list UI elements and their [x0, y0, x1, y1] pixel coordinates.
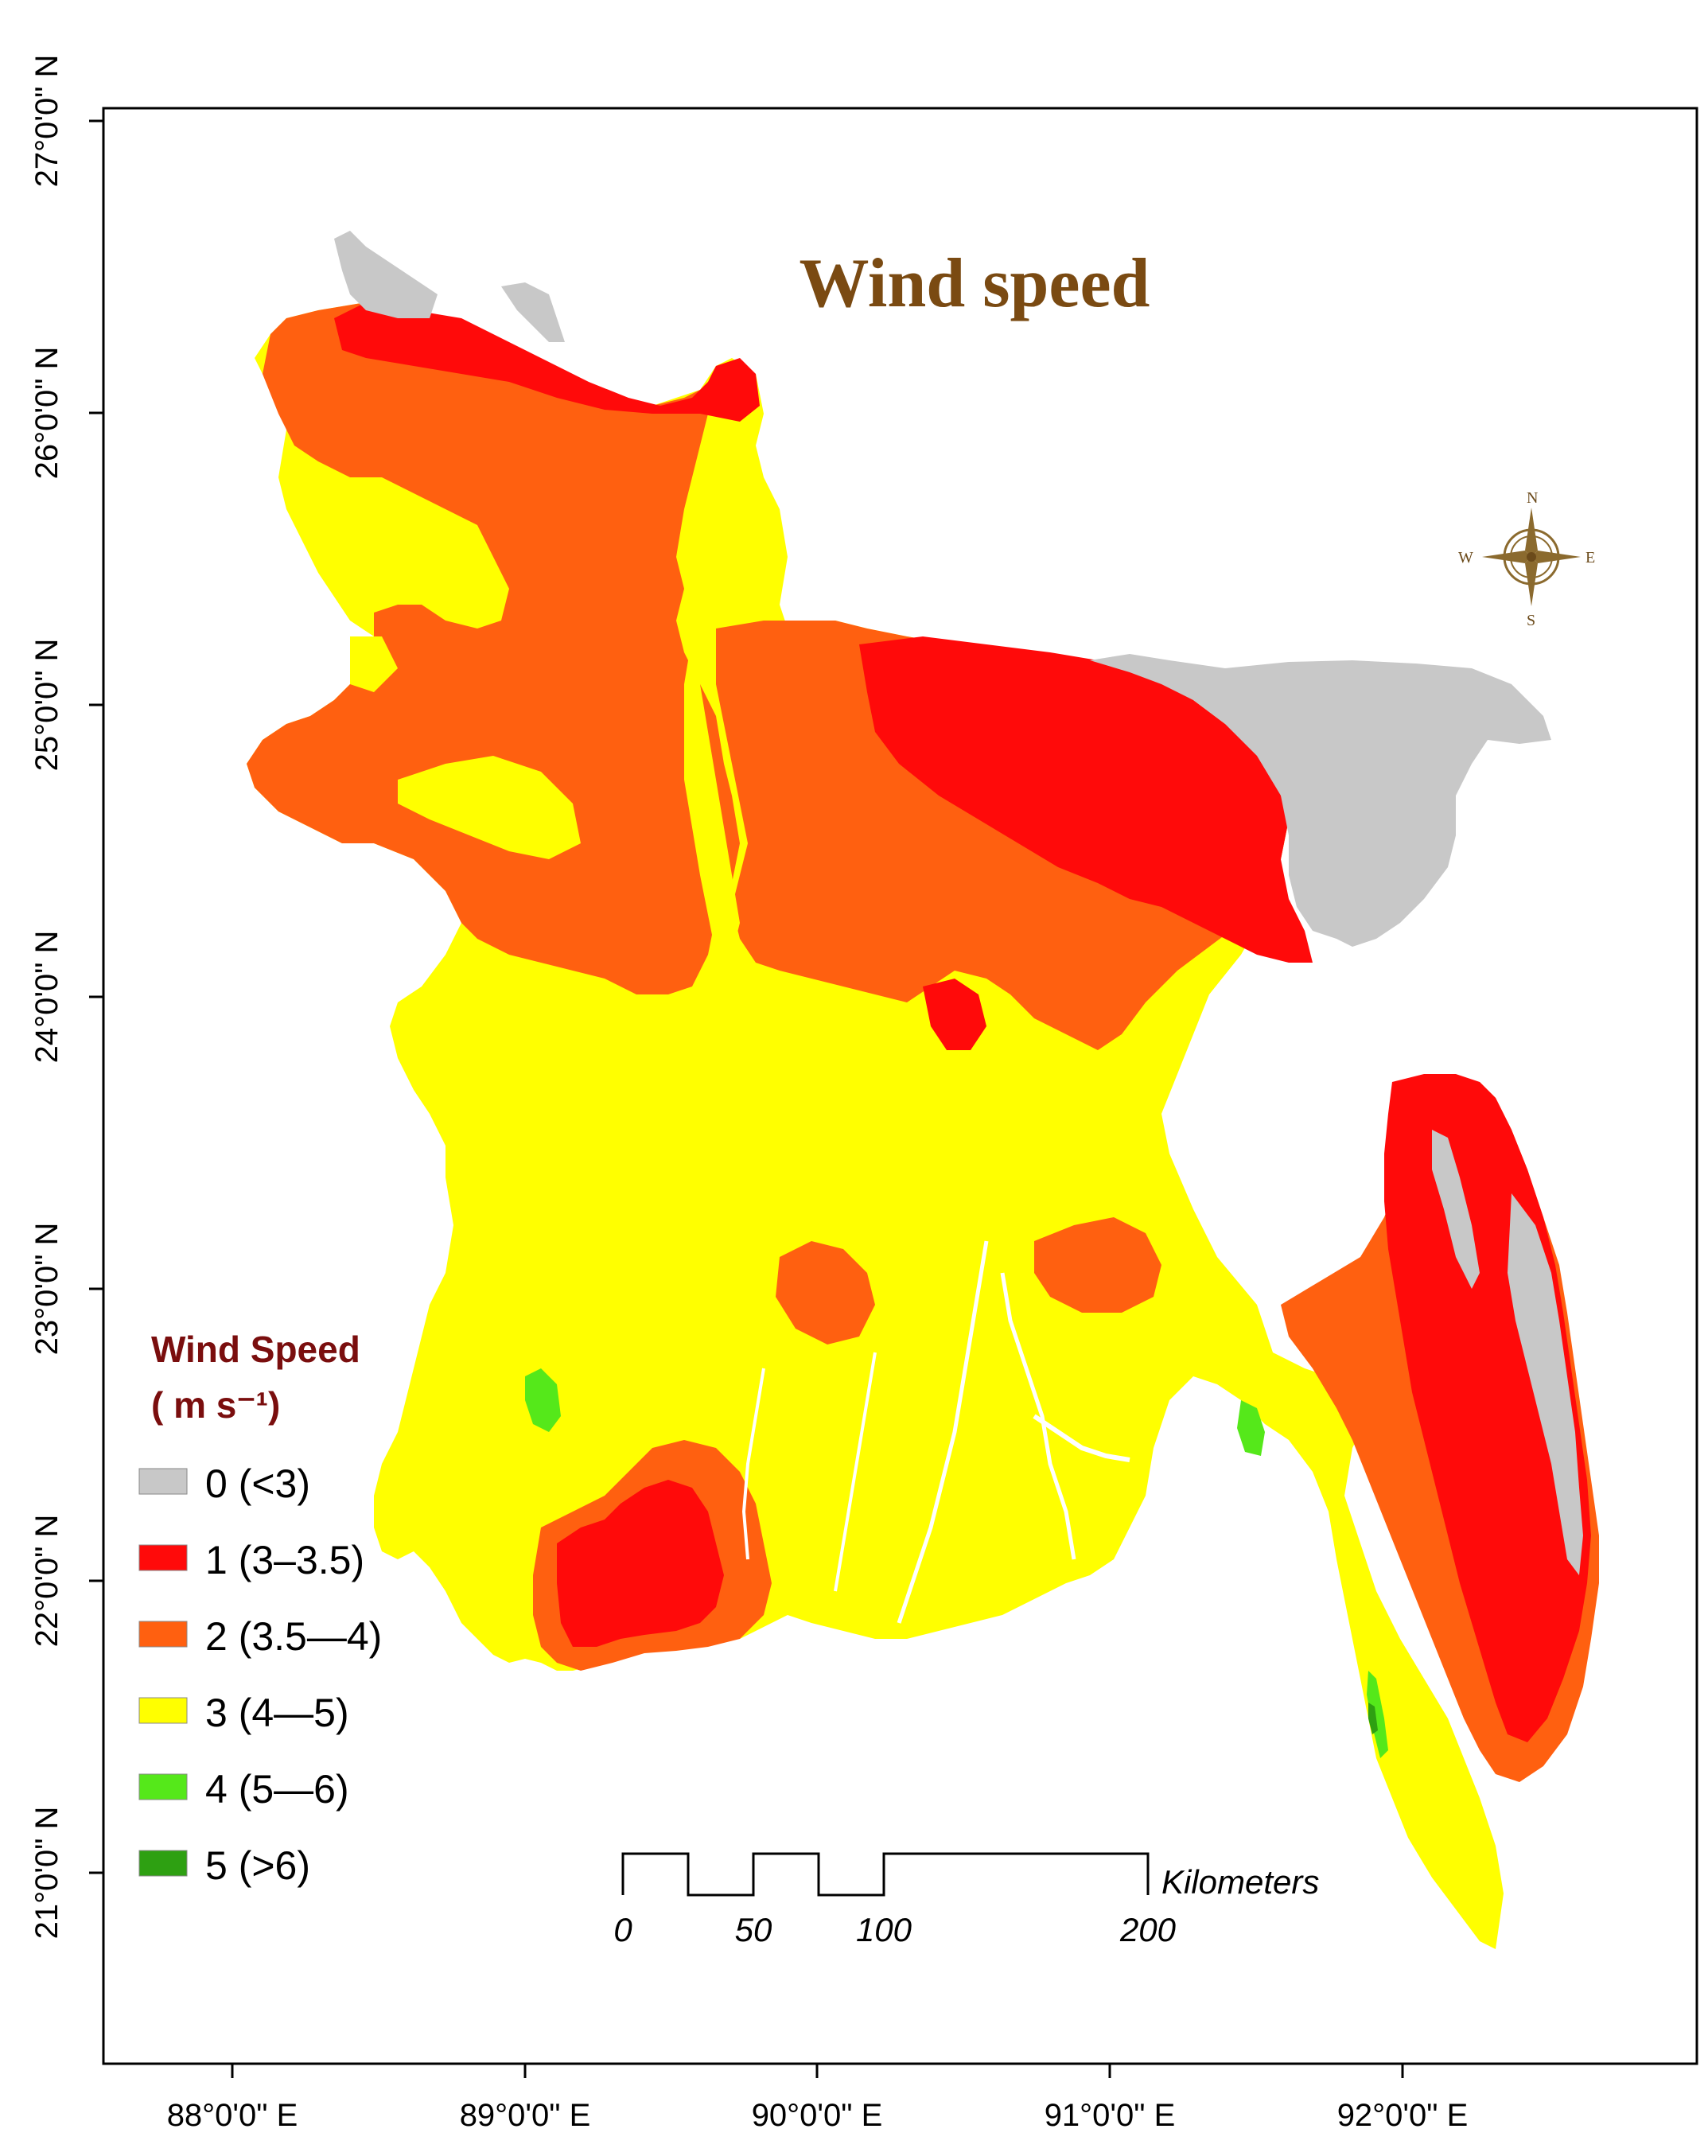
scale-tick-label: 50 — [735, 1911, 772, 1948]
compass-north-label: N — [1527, 489, 1538, 507]
legend-label: 4 (5—6) — [205, 1767, 349, 1812]
compass-east-label: E — [1585, 549, 1595, 566]
region-class-0-northeast — [1090, 654, 1551, 947]
map-title: Wind speed — [800, 245, 1150, 322]
region-class-3-river-north — [684, 430, 756, 955]
region-class-1-sundarbans — [557, 1480, 724, 1647]
legend-label: 2 (3.5—4) — [205, 1614, 382, 1659]
scale-tick-label: 200 — [1119, 1911, 1177, 1948]
region-class-0-chittagong-ridge — [1432, 1130, 1480, 1289]
legend-label: 0 (<3) — [205, 1461, 310, 1506]
legend-swatch — [138, 1544, 188, 1571]
region-class-2-north — [247, 302, 740, 994]
y-tick-label: 23°0'0" N — [29, 1223, 64, 1356]
y-tick-label: 24°0'0" N — [29, 931, 64, 1064]
region-class-3-base — [247, 302, 1504, 1949]
legend-title: Wind Speed — [151, 1329, 360, 1370]
region-class-1-north — [334, 302, 760, 422]
legend-swatch — [138, 1621, 188, 1648]
river-line-d — [741, 1368, 765, 1560]
y-tick-label: 25°0'0" N — [29, 639, 64, 772]
scale-tick-label: 0 — [613, 1911, 632, 1948]
region-class-4-coast-b — [1367, 1671, 1388, 1758]
y-axis — [89, 119, 103, 1874]
legend: Wind Speed ( m s⁻¹) 0 (<3) 1 (3–3.5) 2 (… — [138, 1329, 382, 1888]
region-class-1-center-patch — [923, 979, 986, 1050]
y-tick-label: 21°0'0" N — [29, 1807, 64, 1940]
river-line-a — [897, 1240, 989, 1624]
scale-unit-label: Kilometers — [1161, 1863, 1319, 1901]
compass-south-label: S — [1527, 612, 1535, 629]
legend-swatch — [138, 1697, 188, 1724]
country-map — [247, 231, 1599, 1949]
region-class-2-east-patch — [1034, 1217, 1161, 1313]
legend-unit: ( m s⁻¹) — [151, 1384, 280, 1426]
y-tick-label: 26°0'0" N — [29, 347, 64, 480]
river-line-b — [1000, 1272, 1076, 1560]
x-tick-label: 88°0'0" E — [167, 2098, 298, 2133]
compass-west-label: W — [1458, 549, 1473, 566]
region-class-2-central-south — [776, 1241, 875, 1345]
legend-swatch — [138, 1468, 188, 1495]
y-tick-label: 22°0'0" N — [29, 1515, 64, 1648]
region-class-0-north-tip-a — [334, 231, 438, 318]
region-class-0-north-tip-b — [501, 282, 565, 342]
map-frame — [102, 107, 1698, 2065]
scale-tick-label: 100 — [856, 1911, 912, 1948]
legend-swatch — [138, 1850, 188, 1877]
legend-label: 1 (3–3.5) — [205, 1538, 364, 1582]
region-class-1-northeast — [859, 636, 1313, 963]
river-line-e — [1033, 1414, 1130, 1462]
x-tick-label: 92°0'0" E — [1337, 2098, 1469, 2133]
scale-bar-line — [621, 1852, 1150, 1897]
north-arrow-icon: N S E W — [1458, 489, 1595, 629]
region-class-0-chittagong-east — [1508, 1193, 1583, 1575]
legend-swatch — [138, 1773, 188, 1800]
region-class-3-patch-west2 — [350, 636, 398, 692]
region-class-3-patch-west — [398, 756, 581, 859]
river-line-c — [834, 1352, 877, 1592]
x-tick-label: 90°0'0" E — [752, 2098, 883, 2133]
x-axis — [231, 2064, 1404, 2078]
legend-label: 3 (4—5) — [205, 1691, 349, 1735]
scale-bar: Kilometers 0 50 100 200 — [613, 1852, 1319, 1948]
region-class-4-west — [525, 1368, 561, 1432]
x-tick-label: 89°0'0" E — [460, 2098, 591, 2133]
legend-label: 5 (>6) — [205, 1843, 310, 1888]
region-class-4-coast-a — [1237, 1400, 1265, 1456]
region-class-5-coast — [1368, 1703, 1378, 1734]
y-tick-label: 27°0'0" N — [29, 55, 64, 188]
x-tick-label: 91°0'0" E — [1045, 2098, 1176, 2133]
